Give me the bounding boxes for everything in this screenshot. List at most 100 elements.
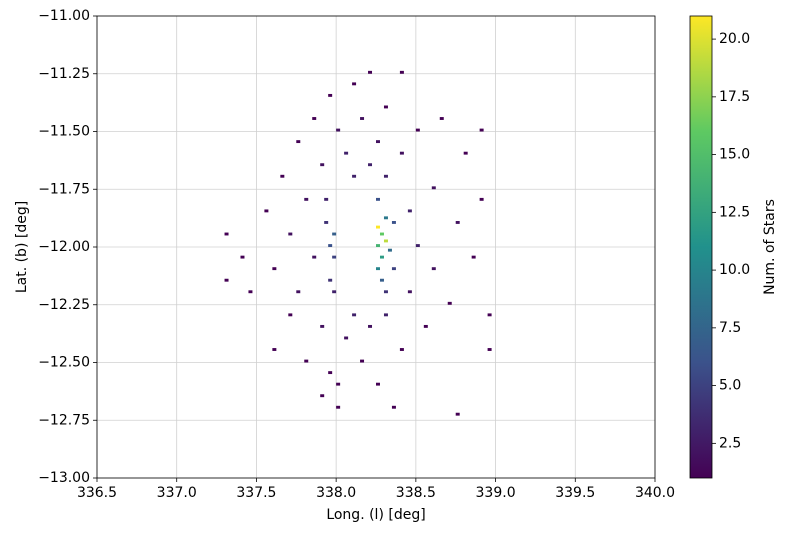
colorbar-tick-label: 7.5 (719, 320, 741, 336)
x-axis-label: Long. (l) [deg] (326, 507, 425, 523)
colorbar-tick-label: 2.5 (719, 435, 741, 451)
cell (352, 174, 357, 178)
cell (312, 255, 317, 259)
y-tick-label: −12.00 (38, 239, 90, 255)
cell (224, 278, 229, 282)
y-tick-label: −11.50 (38, 124, 90, 140)
cell (379, 278, 384, 282)
colorbar-tick-label: 5.0 (719, 378, 741, 394)
cell (332, 290, 337, 294)
cell (240, 255, 245, 259)
cell (415, 128, 420, 132)
colorbar-tick-label: 10.0 (719, 262, 750, 278)
cell (479, 197, 484, 201)
x-tick-label: 339.5 (555, 485, 595, 501)
cell (272, 348, 277, 351)
cell (336, 405, 341, 409)
cell (399, 348, 404, 351)
x-tick-label: 340.0 (635, 485, 675, 501)
cell (360, 117, 365, 120)
cell (368, 324, 373, 328)
colorbar-label: Num. of Stars (762, 199, 778, 295)
cell (324, 221, 329, 224)
cell (368, 163, 373, 167)
y-tick-label: −12.50 (38, 355, 90, 371)
cell (344, 336, 349, 340)
cell (376, 197, 380, 201)
x-tick-label: 338.5 (396, 485, 436, 501)
x-tick-label: 336.5 (77, 485, 117, 501)
cell (360, 359, 365, 363)
cell (399, 151, 404, 155)
y-tick-label: −12.75 (38, 412, 90, 428)
colorbar-tick-label: 20.0 (719, 31, 750, 47)
cell (320, 324, 325, 328)
cell (387, 248, 392, 252)
cell (304, 197, 309, 201)
cell (431, 267, 436, 271)
cell (399, 70, 404, 74)
cell (487, 313, 492, 317)
cell (487, 348, 492, 351)
x-tick-label: 337.0 (157, 485, 197, 501)
cell (264, 209, 269, 213)
cell (352, 82, 357, 86)
cell (447, 301, 452, 305)
cell (431, 186, 436, 190)
cell (320, 394, 325, 398)
cell (248, 290, 253, 294)
cell (312, 117, 317, 120)
cell (415, 244, 420, 247)
cell (391, 267, 396, 271)
cell (376, 267, 380, 271)
cell (383, 239, 388, 243)
colorbar-tick-label: 12.5 (719, 204, 750, 220)
y-axis-label: Lat. (b) [deg] (14, 201, 30, 293)
y-tick-label: −13.00 (38, 470, 90, 486)
y-tick-label: −11.25 (38, 66, 90, 82)
cell (423, 324, 428, 328)
cell (296, 290, 301, 294)
cell (383, 290, 388, 294)
y-tick-label: −12.25 (38, 297, 90, 313)
cell (471, 255, 476, 259)
x-tick-label: 337.5 (236, 485, 276, 501)
cell (368, 70, 373, 74)
cell (336, 128, 341, 132)
y-tick-label: −11.00 (38, 8, 90, 24)
cell (332, 232, 337, 236)
colorbar-tick-label: 17.5 (719, 89, 750, 105)
cell (407, 290, 412, 294)
x-tick-label: 338.0 (316, 485, 356, 501)
cell (344, 151, 349, 155)
plot-frame (96, 15, 656, 479)
cell (376, 140, 380, 144)
cell (383, 216, 388, 220)
y-tick-label: −11.75 (38, 181, 90, 197)
cell (455, 412, 460, 416)
cell (328, 244, 333, 247)
cell (332, 255, 337, 259)
cell (272, 267, 277, 271)
cell (328, 371, 333, 375)
cell (383, 313, 388, 317)
colorbar (689, 15, 713, 479)
cell (376, 244, 380, 247)
cell (479, 128, 484, 132)
cell (407, 209, 412, 213)
cell (224, 232, 229, 236)
cell (463, 151, 468, 155)
x-tick-label: 339.0 (476, 485, 516, 501)
cell (328, 93, 333, 97)
cell (280, 174, 285, 178)
colorbar-tick-label: 15.0 (719, 147, 750, 163)
cell (352, 313, 357, 317)
cell (391, 221, 396, 224)
cell (324, 197, 329, 201)
cell (383, 174, 388, 178)
cell (379, 255, 384, 259)
cell (455, 221, 460, 224)
cell (439, 117, 444, 120)
cell (383, 105, 388, 109)
